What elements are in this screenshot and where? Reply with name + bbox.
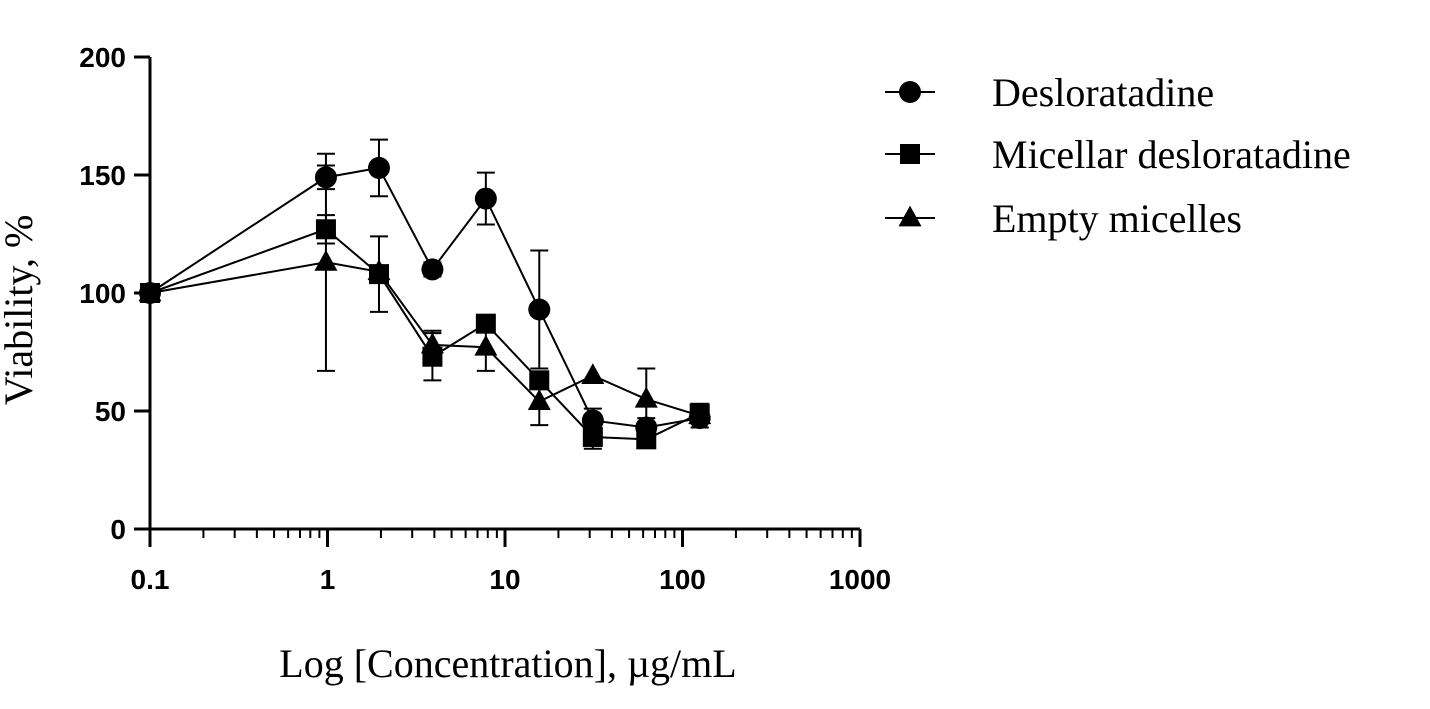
data-point — [688, 403, 712, 425]
data-point — [421, 258, 444, 281]
data-point — [138, 280, 162, 302]
legend-item: Empty micelles — [885, 196, 1242, 241]
data-point — [634, 386, 658, 408]
x-tick-label: 100 — [659, 564, 706, 595]
y-tick-label: 200 — [79, 42, 126, 73]
data-point — [527, 389, 551, 410]
data-point — [581, 363, 605, 384]
legend-label: Empty micelles — [992, 196, 1242, 241]
series-triangle — [138, 152, 712, 431]
legend-marker — [898, 205, 922, 227]
data-point — [367, 156, 390, 179]
data-point — [367, 259, 391, 281]
data-point — [474, 334, 498, 356]
data-point — [528, 298, 551, 321]
data-point — [420, 332, 444, 354]
data-point — [582, 426, 603, 447]
x-tick-label: 1000 — [829, 564, 891, 595]
y-axis-title: Viability, % — [0, 215, 41, 406]
legend: Desloratadine Micellar desloratadine Empty… — [885, 70, 1351, 241]
legend-marker — [900, 144, 920, 164]
series-circle — [139, 138, 711, 439]
data-point — [636, 429, 657, 450]
data-point — [474, 187, 497, 210]
series-square — [140, 214, 710, 450]
legend-label: Micellar desloratadine — [992, 132, 1351, 177]
legend-item: Desloratadine — [885, 70, 1214, 115]
series-line — [149, 261, 700, 417]
legend-label: Desloratadine — [992, 70, 1214, 115]
plot-area — [138, 138, 712, 450]
x-tick-label: 1 — [320, 564, 336, 595]
y-tick-label: 100 — [79, 278, 126, 309]
x-tick-label: 0.1 — [131, 564, 170, 595]
series-line — [149, 166, 700, 429]
y-tick-label: 150 — [79, 160, 126, 191]
y-tick-label: 0 — [110, 514, 126, 545]
y-tick-label: 50 — [95, 396, 126, 427]
x-tick-label: 10 — [489, 564, 520, 595]
legend-marker — [899, 81, 921, 103]
legend-item: Micellar desloratadine — [885, 132, 1351, 177]
data-point — [314, 249, 338, 271]
x-axis-title: Log [Concentration], µg/mL — [279, 641, 736, 686]
axes: 0 50 100 150 200 0.1 1 10 100 1000 — [79, 42, 891, 595]
